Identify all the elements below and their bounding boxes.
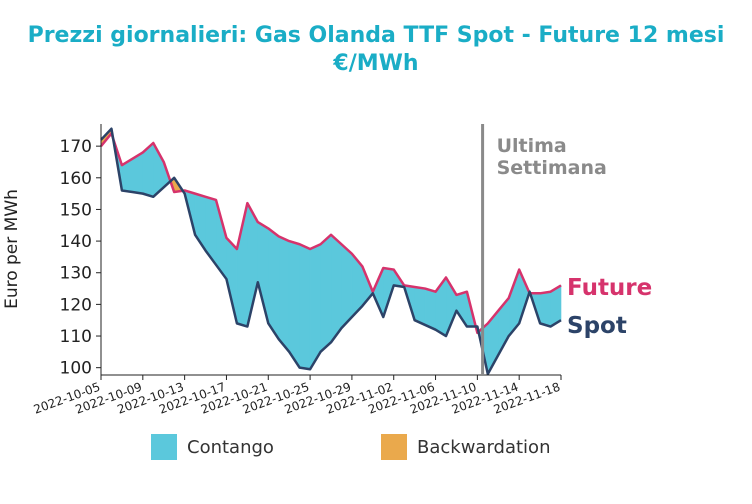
- series-label-spot: Spot: [567, 313, 627, 339]
- area-segment: [341, 243, 353, 329]
- area-segment: [288, 240, 300, 369]
- y-tick-label: 140: [60, 232, 92, 252]
- chart-title-line2: €/MWh: [333, 51, 419, 76]
- legend-label-contango: Contango: [187, 436, 274, 458]
- area-segment: [278, 235, 290, 353]
- chart-areas: [100, 127, 562, 375]
- area-segment: [539, 291, 551, 327]
- legend-label-backwardation: Backwardation: [417, 436, 551, 458]
- series-line-future: [100, 132, 562, 335]
- area-segment: [267, 227, 280, 341]
- area-segment: [320, 234, 332, 353]
- chart-title: Prezzi giornalieri: Gas Olanda TTF Spot …: [0, 22, 752, 78]
- y-tick-label: 110: [60, 327, 92, 347]
- y-tick-label: 150: [60, 200, 92, 220]
- chart-title-line1: Prezzi giornalieri: Gas Olanda TTF Spot …: [27, 23, 725, 48]
- y-tick-label: 170: [60, 137, 92, 157]
- y-tick-label: 130: [60, 264, 92, 284]
- y-tick-label: 160: [60, 169, 92, 189]
- area-segment: [330, 234, 342, 344]
- y-tick-label: 100: [60, 359, 92, 379]
- series-label-future: Future: [567, 275, 652, 301]
- legend-item-contango: Contango: [151, 433, 274, 461]
- series-line-spot: [100, 127, 562, 376]
- area-segment: [257, 221, 269, 324]
- area-segment: [299, 243, 311, 370]
- area-segment: [414, 286, 426, 326]
- chart-annotations: Ultima Settimana Future Spot: [481, 124, 652, 375]
- legend-swatch-contango: [151, 434, 177, 460]
- area-segment: [456, 291, 468, 328]
- area-segment: [424, 288, 436, 331]
- area-segment: [309, 243, 321, 371]
- legend-swatch-backwardation: [381, 434, 407, 460]
- area-segment: [372, 267, 384, 318]
- annotation-label: Ultima Settimana: [497, 135, 607, 179]
- y-tick-label: 120: [60, 295, 92, 315]
- legend-item-backwardation: Backwardation: [381, 433, 550, 461]
- y-axis-label: Euro per MWh: [2, 189, 22, 309]
- chart-lines: [100, 127, 562, 376]
